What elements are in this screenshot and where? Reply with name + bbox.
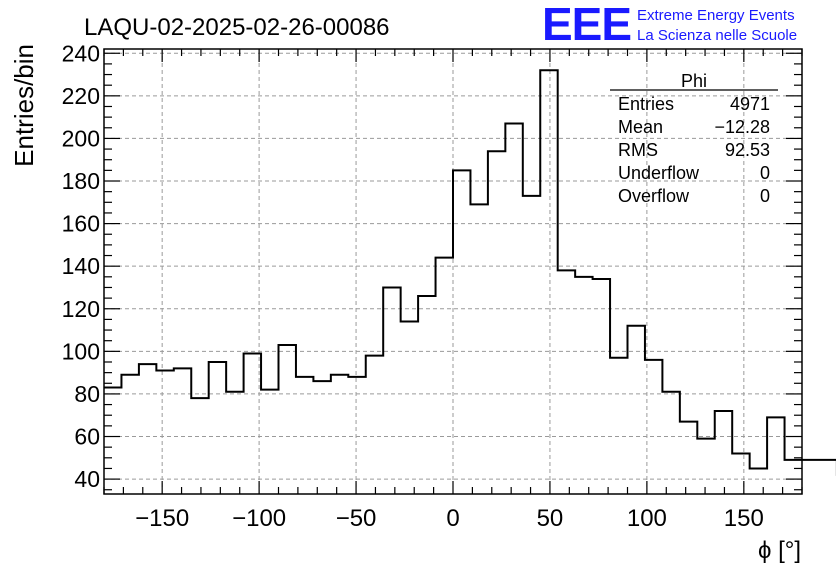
y-tick-label: 140 [62,253,100,279]
stats-label: Mean [618,117,663,137]
y-tick-labels: 40 60 80 100 120 140 160 180 200 220 240 [62,40,100,492]
logo-mark: EEE [542,0,631,50]
x-tick-label: −50 [336,505,377,532]
y-tick-label: 240 [62,40,100,66]
logo-line-2: La Scienza nelle Scuole [637,27,797,44]
stats-value: 0 [760,163,770,183]
x-tick-label: 100 [627,505,667,532]
x-tick-label: 50 [537,505,564,532]
y-tick-label: 40 [74,466,100,492]
y-tick-label: 200 [62,125,100,151]
y-axis-label: Entries/bin [9,44,39,167]
x-tick-label: −150 [135,505,189,532]
stats-name: Phi [681,71,707,91]
x-tick-label: −100 [232,505,286,532]
eee-logo: EEE Extreme Energy Events La Scienza nel… [542,0,797,50]
stats-value: −12.28 [714,117,770,137]
y-tick-label: 180 [62,168,100,194]
stats-label: Underflow [618,163,700,183]
y-tick-label: 100 [62,338,100,364]
axis-ticks [103,49,803,494]
stats-value: 0 [760,186,770,206]
y-tick-label: 80 [74,381,100,407]
x-tick-label: 0 [446,505,459,532]
y-tick-label: 60 [74,424,100,450]
y-tick-label: 120 [62,296,100,322]
stats-rows: Entries 4971 Mean −12.28 RMS 92.53 Underflow 0 O… [618,94,770,206]
chart-title: LAQU-02-2025-02-26-00086 [84,14,390,41]
histogram-outline [104,69,836,476]
logo-line-1: Extreme Energy Events [637,7,795,24]
stats-label: Entries [618,94,674,114]
y-tick-label: 160 [62,211,100,237]
stats-label: Overflow [618,186,690,206]
x-tick-label: 150 [724,505,764,532]
stats-value: 4971 [730,94,770,114]
stats-value: 92.53 [725,140,770,160]
x-tick-labels: −150 −100 −50 0 50 100 150 [135,505,764,532]
x-axis-label: ϕ [°] [758,537,801,564]
stats-box: Phi Entries 4971 Mean −12.28 RMS 92.53 Underfl… [610,71,778,206]
y-tick-label: 220 [62,83,100,109]
stats-label: RMS [618,140,658,160]
